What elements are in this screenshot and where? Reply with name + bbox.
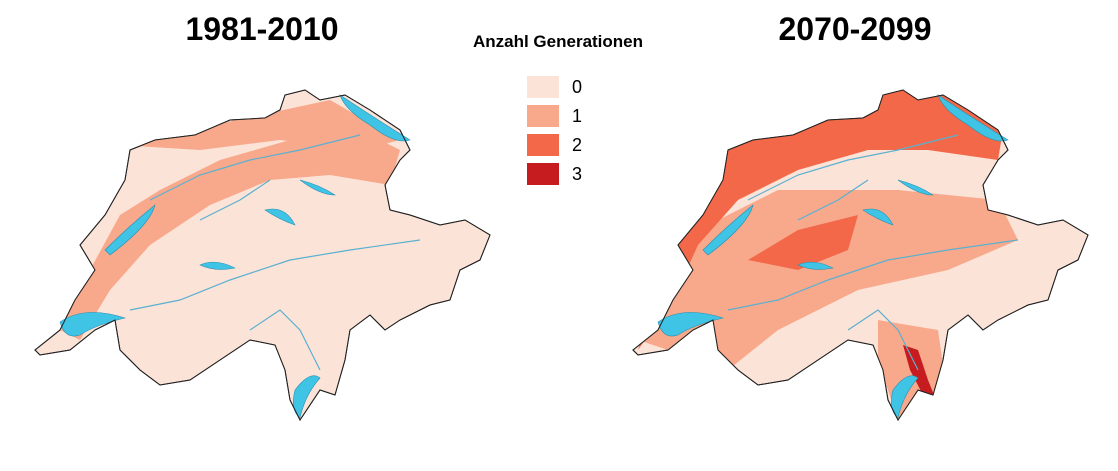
legend-swatch (527, 76, 559, 98)
legend-label: 2 (572, 135, 582, 155)
class-region (903, 345, 938, 405)
legend-swatch (527, 105, 559, 127)
legend-swatch (527, 134, 559, 156)
class-region (748, 215, 858, 270)
map (632, 89, 1089, 421)
legend-label: 0 (572, 77, 582, 97)
legend: 0 1 2 3 (527, 76, 582, 185)
legend-title: Anzahl Generationen (473, 32, 643, 51)
map-title: 1981-2010 (185, 11, 338, 47)
map-title: 2070-2099 (778, 11, 931, 47)
legend-label: 1 (572, 106, 582, 126)
legend-swatch (527, 163, 559, 185)
class-region (120, 100, 400, 150)
legend-label: 3 (572, 164, 582, 184)
map (34, 89, 491, 421)
